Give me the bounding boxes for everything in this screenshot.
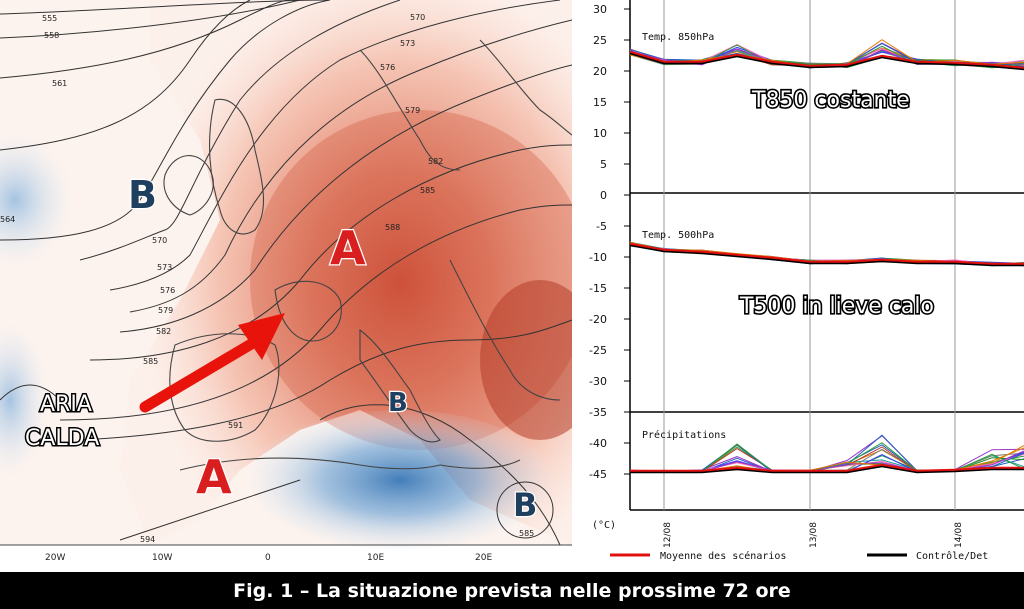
control-run-line	[630, 465, 1024, 474]
isoline-label: 573	[157, 263, 172, 272]
isoline-label: 588	[385, 223, 400, 232]
y-tick: 0	[600, 189, 607, 202]
y-tick: 10	[593, 127, 607, 140]
t850-ensemble-lines	[629, 39, 1024, 71]
isoline-label: 594	[140, 535, 155, 544]
warm-air-label: ARIA CALDA	[24, 391, 101, 453]
cold-anomaly-atlantic	[0, 130, 75, 270]
y-tick: -25	[589, 344, 607, 357]
y-tick: -40	[589, 437, 607, 450]
lon-label: 20W	[45, 553, 65, 563]
longitude-labels: 20W 10W 0 10E 20E	[45, 553, 492, 563]
day-gridlines	[663, 0, 956, 510]
y-tick: -45	[589, 468, 607, 481]
y-tick: -30	[589, 375, 607, 388]
y-tick: 20	[593, 65, 607, 78]
isoline-label: 591	[228, 421, 243, 430]
isoline-label: 555	[42, 14, 57, 23]
isoline-label: 585	[420, 186, 435, 195]
isoline-label: 573	[400, 39, 415, 48]
isoline-label: 585	[519, 529, 534, 538]
lon-label: 20E	[475, 553, 492, 563]
y-tick: 5	[600, 158, 607, 171]
chart-legend: Moyenne des scénarios Contrôle/Det	[610, 550, 988, 562]
isoline-label: 558	[44, 31, 59, 40]
y-tick: -20	[589, 313, 607, 326]
lon-label: 0	[265, 553, 271, 563]
x-date: 13/08	[809, 522, 819, 548]
forecast-map: 555 558 561 564 570 573 576 579 582 585 …	[0, 0, 572, 572]
high-pressure-marker: A	[196, 450, 232, 504]
map-svg: 555 558 561 564 570 573 576 579 582 585 …	[0, 0, 572, 563]
x-date: 14/08	[954, 522, 964, 548]
panel-title-t850: Temp. 850hPa	[642, 32, 714, 43]
pressure-markers: A A B B B	[127, 172, 539, 526]
warm-air-label-line2: CALDA	[25, 426, 99, 451]
high-pressure-marker: A	[330, 221, 366, 275]
caption-bar: Fig. 1 – La situazione prevista nelle pr…	[0, 572, 1024, 609]
legend-mean-label: Moyenne des scénarios	[660, 550, 786, 562]
coastlines	[163, 39, 572, 471]
control-run-line	[629, 52, 1024, 71]
low-pressure-marker: B	[388, 388, 408, 418]
isoline-label: 561	[52, 79, 67, 88]
chart-svg: 30 25 20 15 10 5 0 -5 -10 -15 -20 -25 -3…	[589, 0, 1024, 562]
y-tick: -35	[589, 406, 607, 419]
ensemble-mean-line	[630, 463, 1024, 473]
warm-anomaly-area	[120, 0, 572, 545]
figure-caption: Fig. 1 – La situazione prevista nelle pr…	[233, 579, 791, 602]
warm-air-arrow	[139, 313, 285, 413]
low-pressure-marker: B	[128, 173, 157, 217]
overlay-t500: T500 in lieve calo	[739, 294, 934, 319]
y-tick-marks	[624, 8, 630, 475]
legend-control-label: Contrôle/Det	[916, 550, 988, 562]
y-tick: -15	[589, 282, 607, 295]
isoline-label: 585	[143, 357, 158, 366]
isoline-label: 579	[158, 306, 173, 315]
x-date-labels: 12/08 13/08 14/08	[663, 522, 964, 548]
y-tick: -10	[589, 251, 607, 264]
isoline-label: 570	[152, 236, 167, 245]
isoline-label: 570	[410, 13, 425, 22]
isoline-label: 579	[405, 106, 420, 115]
cold-anomaly-southwest	[0, 320, 50, 480]
x-date: 12/08	[663, 522, 673, 548]
y-tick: 25	[593, 34, 607, 47]
y-tick: 15	[593, 96, 607, 109]
overlay-t850: T850 costante	[751, 88, 910, 113]
panel-title-precip: Précipitations	[642, 429, 726, 441]
ensemble-chart: 30 25 20 15 10 5 0 -5 -10 -15 -20 -25 -3…	[572, 0, 1024, 572]
panel-title-t500: Temp. 500hPa	[642, 230, 714, 241]
overlay-labels: T850 costante T500 in lieve calo	[737, 86, 935, 320]
y-tick: -5	[596, 220, 607, 233]
lon-label: 10E	[367, 553, 384, 563]
isoline-label: 576	[160, 286, 175, 295]
t500-ensemble-lines	[629, 241, 1024, 267]
lon-label: 10W	[152, 553, 172, 563]
isoline-label: 582	[156, 327, 171, 336]
cold-anomaly-mediterranean	[250, 410, 550, 550]
low-pressure-marker: B	[513, 486, 537, 524]
ensemble-mean-line	[629, 50, 1024, 70]
unit-label: (°C)	[592, 520, 616, 531]
precip-ensemble-lines	[629, 434, 1024, 474]
y-tick: 30	[593, 3, 607, 16]
y-axis-ticks: 30 25 20 15 10 5 0 -5 -10 -15 -20 -25 -3…	[589, 3, 607, 481]
isoline-labels: 555 558 561 564 570 573 576 579 582 585 …	[0, 13, 534, 544]
warm-anomaly-east	[480, 280, 572, 440]
control-run-line	[629, 244, 1024, 267]
ensemble-mean-line	[629, 242, 1024, 266]
warm-air-label-line1: ARIA	[40, 392, 92, 417]
isoline-label: 576	[380, 63, 395, 72]
isoline-label: 564	[0, 215, 15, 224]
